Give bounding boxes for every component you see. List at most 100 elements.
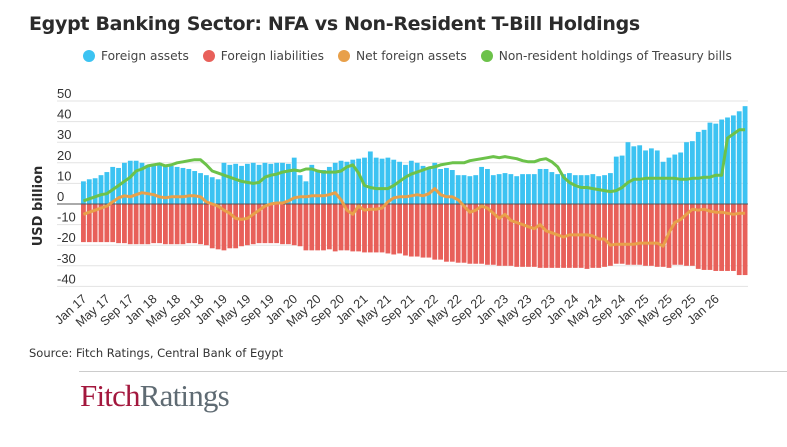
legend-label: Foreign liabilities (220, 49, 324, 63)
bar-foreign-assets (637, 145, 643, 204)
bar-foreign-assets (151, 163, 157, 204)
bar-foreign-assets (239, 165, 244, 204)
bar-foreign-assets (526, 174, 531, 204)
bar-foreign-assets (332, 162, 338, 204)
bar-foreign-assets (356, 158, 362, 204)
bar-foreign-assets (367, 151, 373, 204)
bar-foreign-assets (719, 119, 725, 204)
y-tick-label: 30 (57, 127, 71, 142)
bar-foreign-liabilities (596, 204, 602, 268)
bar-foreign-assets (467, 176, 473, 204)
bar-foreign-assets (385, 157, 391, 204)
bar-foreign-assets (344, 161, 350, 204)
bar-foreign-assets (426, 167, 432, 204)
bar-foreign-liabilities (742, 204, 748, 276)
bar-foreign-liabilities (262, 204, 268, 244)
bar-foreign-liabilities (145, 204, 151, 245)
bar-foreign-assets (549, 172, 555, 204)
legend-item-tbill-holdings[interactable]: Non-resident holdings of Treasury bills (480, 49, 732, 63)
bar-foreign-liabilities (250, 204, 256, 245)
bar-foreign-assets (625, 142, 631, 204)
logo-ratings: Ratings (139, 378, 230, 413)
bar-foreign-assets (567, 173, 572, 204)
bar-foreign-liabilities (174, 204, 180, 245)
bar-foreign-liabilities (602, 204, 607, 267)
bar-foreign-liabilities (619, 204, 625, 264)
bar-foreign-assets (373, 157, 379, 204)
bar-foreign-liabilities (719, 204, 725, 271)
bar-foreign-liabilities (713, 204, 719, 271)
bar-foreign-liabilities (689, 204, 695, 266)
y-tick-label: -20 (57, 230, 76, 245)
bar-foreign-assets (485, 168, 490, 204)
bar-foreign-assets (110, 166, 116, 204)
bar-foreign-liabilities (526, 204, 531, 267)
bar-foreign-assets (326, 166, 332, 204)
bar-foreign-liabilities (684, 204, 689, 266)
bar-foreign-assets (444, 167, 449, 204)
bar-foreign-assets (584, 175, 590, 204)
legend-item-net-foreign-assets[interactable]: Net foreign assets (337, 49, 467, 63)
bar-foreign-assets (174, 166, 180, 204)
bar-foreign-liabilities (444, 204, 449, 262)
bar-foreign-assets (168, 165, 174, 204)
bar-foreign-assets (139, 162, 145, 204)
bar-foreign-liabilities (648, 204, 654, 266)
legend-label: Non-resident holdings of Treasury bills (498, 49, 732, 63)
bar-foreign-assets (631, 146, 637, 204)
bar-foreign-assets (274, 162, 280, 204)
bar-foreign-assets (221, 162, 227, 204)
bar-foreign-liabilities (373, 204, 379, 253)
bar-foreign-liabilities (678, 204, 684, 265)
legend-swatch-tbill-holdings (480, 50, 493, 62)
bar-foreign-liabilities (455, 204, 461, 263)
bar-foreign-liabilities (163, 204, 168, 245)
bar-foreign-liabilities (127, 204, 133, 245)
bar-foreign-liabilities (584, 204, 590, 269)
y-tick-label: 20 (57, 148, 71, 163)
logo-fitch: Fitch (80, 378, 141, 413)
bar-foreign-liabilities (192, 204, 198, 244)
legend-item-foreign-assets[interactable]: Foreign assets (83, 49, 189, 63)
bar-foreign-liabilities (461, 204, 467, 263)
bar-foreign-liabilities (362, 204, 367, 253)
y-tick-label: 50 (57, 86, 71, 101)
bar-foreign-liabilities (98, 204, 104, 243)
bar-foreign-liabilities (315, 204, 321, 251)
bar-foreign-liabilities (473, 204, 479, 264)
bar-foreign-assets (350, 159, 356, 204)
bar-foreign-liabilities (654, 204, 660, 267)
bar-foreign-assets (461, 175, 467, 204)
bar-foreign-liabilities (637, 204, 643, 265)
bar-foreign-assets (268, 163, 274, 204)
bar-foreign-assets (736, 111, 742, 204)
y-tick-label: -40 (57, 271, 76, 286)
bar-foreign-assets (420, 165, 426, 204)
bar-foreign-assets (297, 175, 303, 204)
bar-foreign-assets (81, 181, 86, 204)
bar-foreign-liabilities (198, 204, 203, 245)
bar-foreign-liabilities (426, 204, 432, 258)
bar-foreign-liabilities (485, 204, 490, 265)
legend: Foreign assets Foreign liabilities Net f… (83, 49, 732, 63)
legend-swatch-foreign-assets (83, 50, 95, 62)
bar-foreign-liabilities (321, 204, 326, 251)
bar-foreign-assets (438, 168, 443, 204)
bar-foreign-assets (695, 131, 701, 204)
legend-swatch-foreign-liabilities (202, 50, 215, 62)
bar-foreign-assets (362, 157, 367, 204)
bar-foreign-assets (86, 179, 92, 204)
y-tick-label: -10 (57, 210, 76, 225)
bar-foreign-assets (303, 181, 309, 204)
bar-foreign-assets (98, 175, 104, 204)
legend-item-foreign-liabilities[interactable]: Foreign liabilities (202, 49, 324, 63)
bar-foreign-liabilities (297, 204, 303, 247)
bar-foreign-assets (531, 174, 537, 204)
bar-foreign-liabilities (549, 204, 555, 268)
bar-foreign-liabilities (157, 204, 162, 244)
bar-foreign-assets (508, 174, 514, 204)
bar-foreign-assets (514, 176, 520, 204)
bar-foreign-liabilities (122, 204, 127, 244)
bar-foreign-assets (291, 157, 297, 204)
y-tick-label: 0 (57, 189, 64, 204)
